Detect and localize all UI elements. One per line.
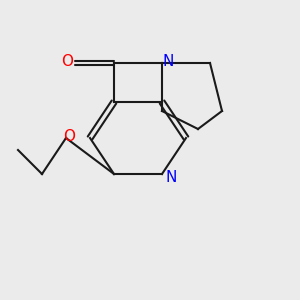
- Text: O: O: [63, 129, 75, 144]
- Text: O: O: [61, 54, 74, 69]
- Text: N: N: [162, 54, 174, 69]
- Text: N: N: [165, 169, 177, 184]
